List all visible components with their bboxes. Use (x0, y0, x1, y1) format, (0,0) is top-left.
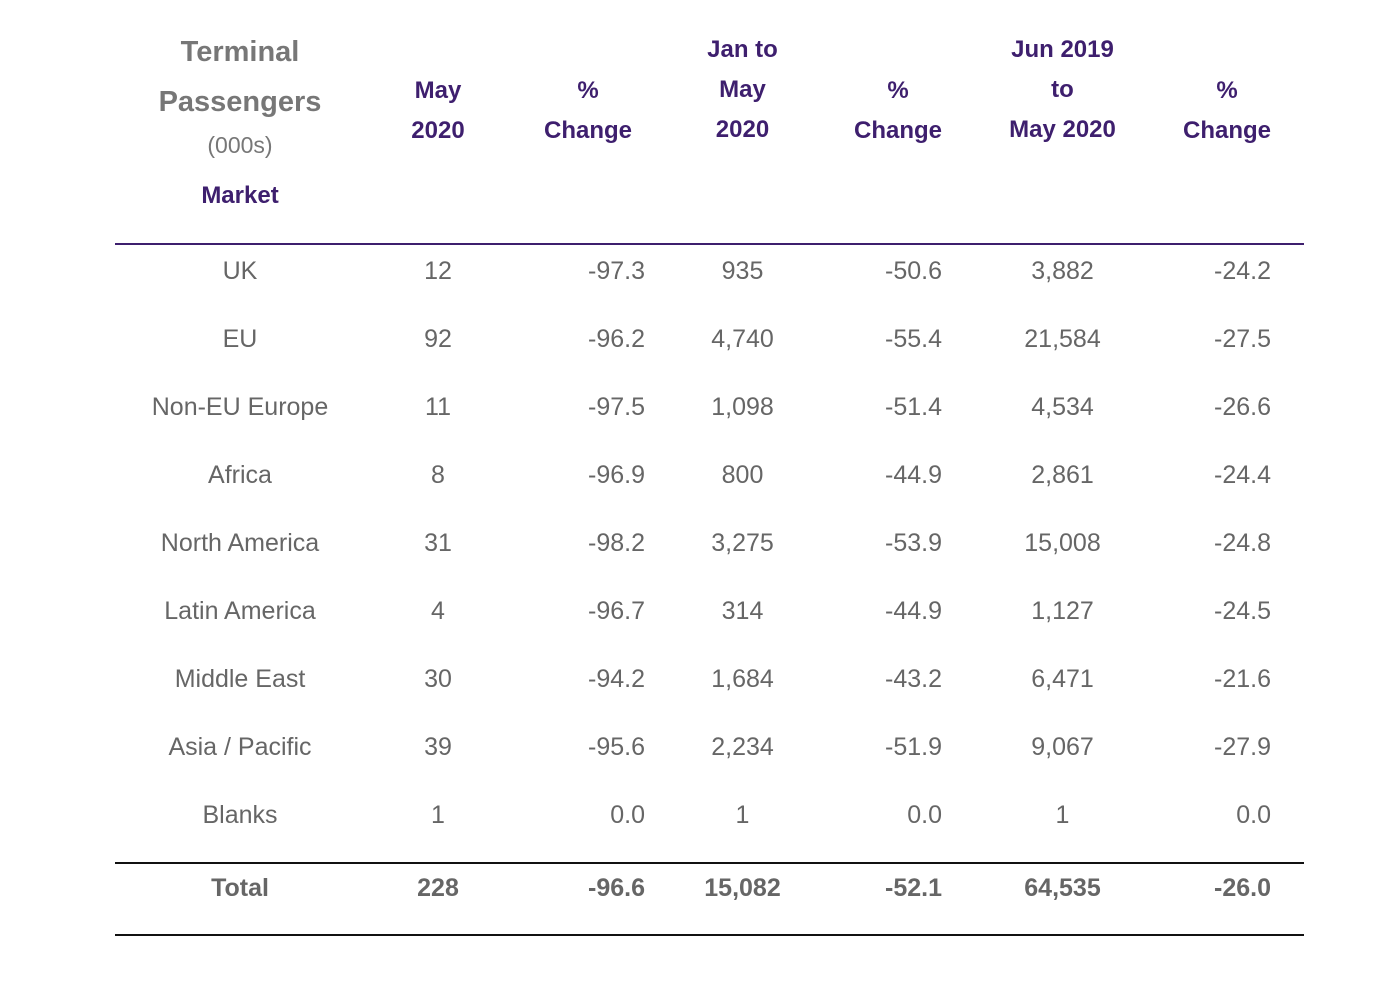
may-2020-value: 39 (424, 733, 452, 761)
table-row: UK 12 -97.3 935 -50.6 3,882 -24.2 (115, 245, 1304, 313)
total-rolling: 64,535 (1024, 874, 1101, 902)
jan-may-value: 1,684 (711, 665, 774, 693)
jan-may-value: 3,275 (711, 529, 774, 557)
market-name: UK (222, 257, 258, 285)
header-rolling-year: Jun 2019 to May 2020 (1009, 36, 1116, 143)
table-row: Middle East 30 -94.2 1,684 -43.2 6,471 -… (115, 653, 1304, 721)
market-name: EU (222, 325, 258, 353)
jan-may-value: 2,234 (711, 733, 774, 761)
total-may-2020: 228 (417, 874, 459, 902)
rolling-value: 1 (1055, 801, 1070, 829)
table-row: North America 31 -98.2 3,275 -53.9 15,00… (115, 517, 1304, 585)
may-change-value: 0.0 (610, 801, 645, 829)
may-2020-value: 12 (424, 257, 452, 285)
may-2020-value: 8 (431, 461, 445, 489)
jan-may-value: 935 (721, 257, 764, 285)
market-column-header: Market (201, 182, 279, 209)
may-2020-value: 1 (431, 801, 445, 829)
table-title: Terminal Passengers (000s) (115, 24, 365, 160)
rolling-value: 21,584 (1024, 325, 1101, 353)
table-row: Asia / Pacific 39 -95.6 2,234 -51.9 9,06… (115, 721, 1304, 789)
rolling-change-value: -26.6 (1214, 393, 1271, 421)
may-2020-value: 31 (424, 529, 452, 557)
jan-may-change-value: -43.2 (885, 665, 942, 693)
table-header: Terminal Passengers (000s) Market May 20… (115, 24, 1304, 245)
total-jan-may: 15,082 (704, 874, 781, 902)
table-body: UK 12 -97.3 935 -50.6 3,882 -24.2 EU 92 … (115, 245, 1304, 864)
may-change-value: -95.6 (588, 733, 645, 761)
table-title-units: (000s) (207, 132, 273, 158)
jan-may-value: 314 (721, 597, 764, 625)
jan-may-change-value: -44.9 (885, 597, 942, 625)
table-row: EU 92 -96.2 4,740 -55.4 21,584 -27.5 (115, 313, 1304, 381)
rolling-value: 15,008 (1024, 529, 1101, 557)
table-row: Latin America 4 -96.7 314 -44.9 1,127 -2… (115, 585, 1304, 653)
header-jan-to-may: Jan to May 2020 (707, 36, 778, 143)
rolling-change-value: -21.6 (1214, 665, 1271, 693)
market-name: North America (160, 529, 320, 557)
total-may-change: -96.6 (588, 874, 645, 902)
jan-may-change-value: -50.6 (885, 257, 942, 285)
passenger-table: Terminal Passengers (000s) Market May 20… (115, 24, 1304, 936)
table-title-line1: Terminal (180, 36, 300, 68)
market-name: Africa (208, 461, 272, 489)
may-change-value: -96.2 (588, 325, 645, 353)
may-change-value: -98.2 (588, 529, 645, 557)
rolling-value: 4,534 (1031, 393, 1094, 421)
table-title-line2: Passengers (158, 86, 322, 118)
header-may-2020: May 2020 (411, 77, 465, 144)
rolling-change-value: 0.0 (1236, 801, 1271, 829)
jan-may-change-value: -53.9 (885, 529, 942, 557)
market-name: Non-EU Europe (151, 393, 329, 421)
market-name: Blanks (202, 801, 278, 829)
header-rolling-change: % Change (1182, 77, 1271, 144)
jan-may-value: 1 (735, 801, 750, 829)
rolling-value: 1,127 (1031, 597, 1094, 625)
market-name: Middle East (174, 665, 306, 693)
jan-may-value: 1,098 (711, 393, 774, 421)
header-jan-may-change: % Change (853, 77, 942, 144)
rolling-change-value: -24.5 (1214, 597, 1271, 625)
rolling-change-value: -27.5 (1214, 325, 1271, 353)
may-change-value: -96.7 (588, 597, 645, 625)
table-row: Africa 8 -96.9 800 -44.9 2,861 -24.4 (115, 449, 1304, 517)
market-name: Asia / Pacific (168, 733, 312, 761)
total-jan-may-change: -52.1 (885, 874, 942, 902)
may-change-value: -96.9 (588, 461, 645, 489)
table-row: Non-EU Europe 11 -97.5 1,098 -51.4 4,534… (115, 381, 1304, 449)
rolling-change-value: -24.8 (1214, 529, 1271, 557)
may-change-value: -94.2 (588, 665, 645, 693)
may-2020-value: 4 (431, 597, 445, 625)
rolling-value: 6,471 (1031, 665, 1094, 693)
header-may-change: % Change (543, 77, 632, 144)
jan-may-value: 800 (721, 461, 764, 489)
rolling-value: 3,882 (1031, 257, 1094, 285)
may-2020-value: 92 (424, 325, 452, 353)
jan-may-change-value: -55.4 (885, 325, 942, 353)
jan-may-value: 4,740 (711, 325, 774, 353)
jan-may-change-value: 0.0 (907, 801, 942, 829)
rolling-change-value: -24.2 (1214, 257, 1271, 285)
rolling-value: 9,067 (1031, 733, 1094, 761)
market-name: Latin America (164, 597, 316, 625)
total-label: Total (211, 874, 269, 902)
rolling-change-value: -27.9 (1214, 733, 1271, 761)
may-change-value: -97.3 (588, 257, 645, 285)
jan-may-change-value: -44.9 (885, 461, 942, 489)
jan-may-change-value: -51.4 (885, 393, 942, 421)
table-row: Blanks 1 0.0 1 0.0 1 0.0 (115, 789, 1304, 857)
jan-may-change-value: -51.9 (885, 733, 942, 761)
total-rolling-change: -26.0 (1214, 874, 1271, 902)
may-change-value: -97.5 (588, 393, 645, 421)
rolling-change-value: -24.4 (1214, 461, 1271, 489)
may-2020-value: 11 (425, 393, 451, 421)
may-2020-value: 30 (424, 665, 452, 693)
total-row: Total 228 -96.6 15,082 -52.1 64,535 -26.… (115, 864, 1304, 936)
rolling-value: 2,861 (1031, 461, 1094, 489)
